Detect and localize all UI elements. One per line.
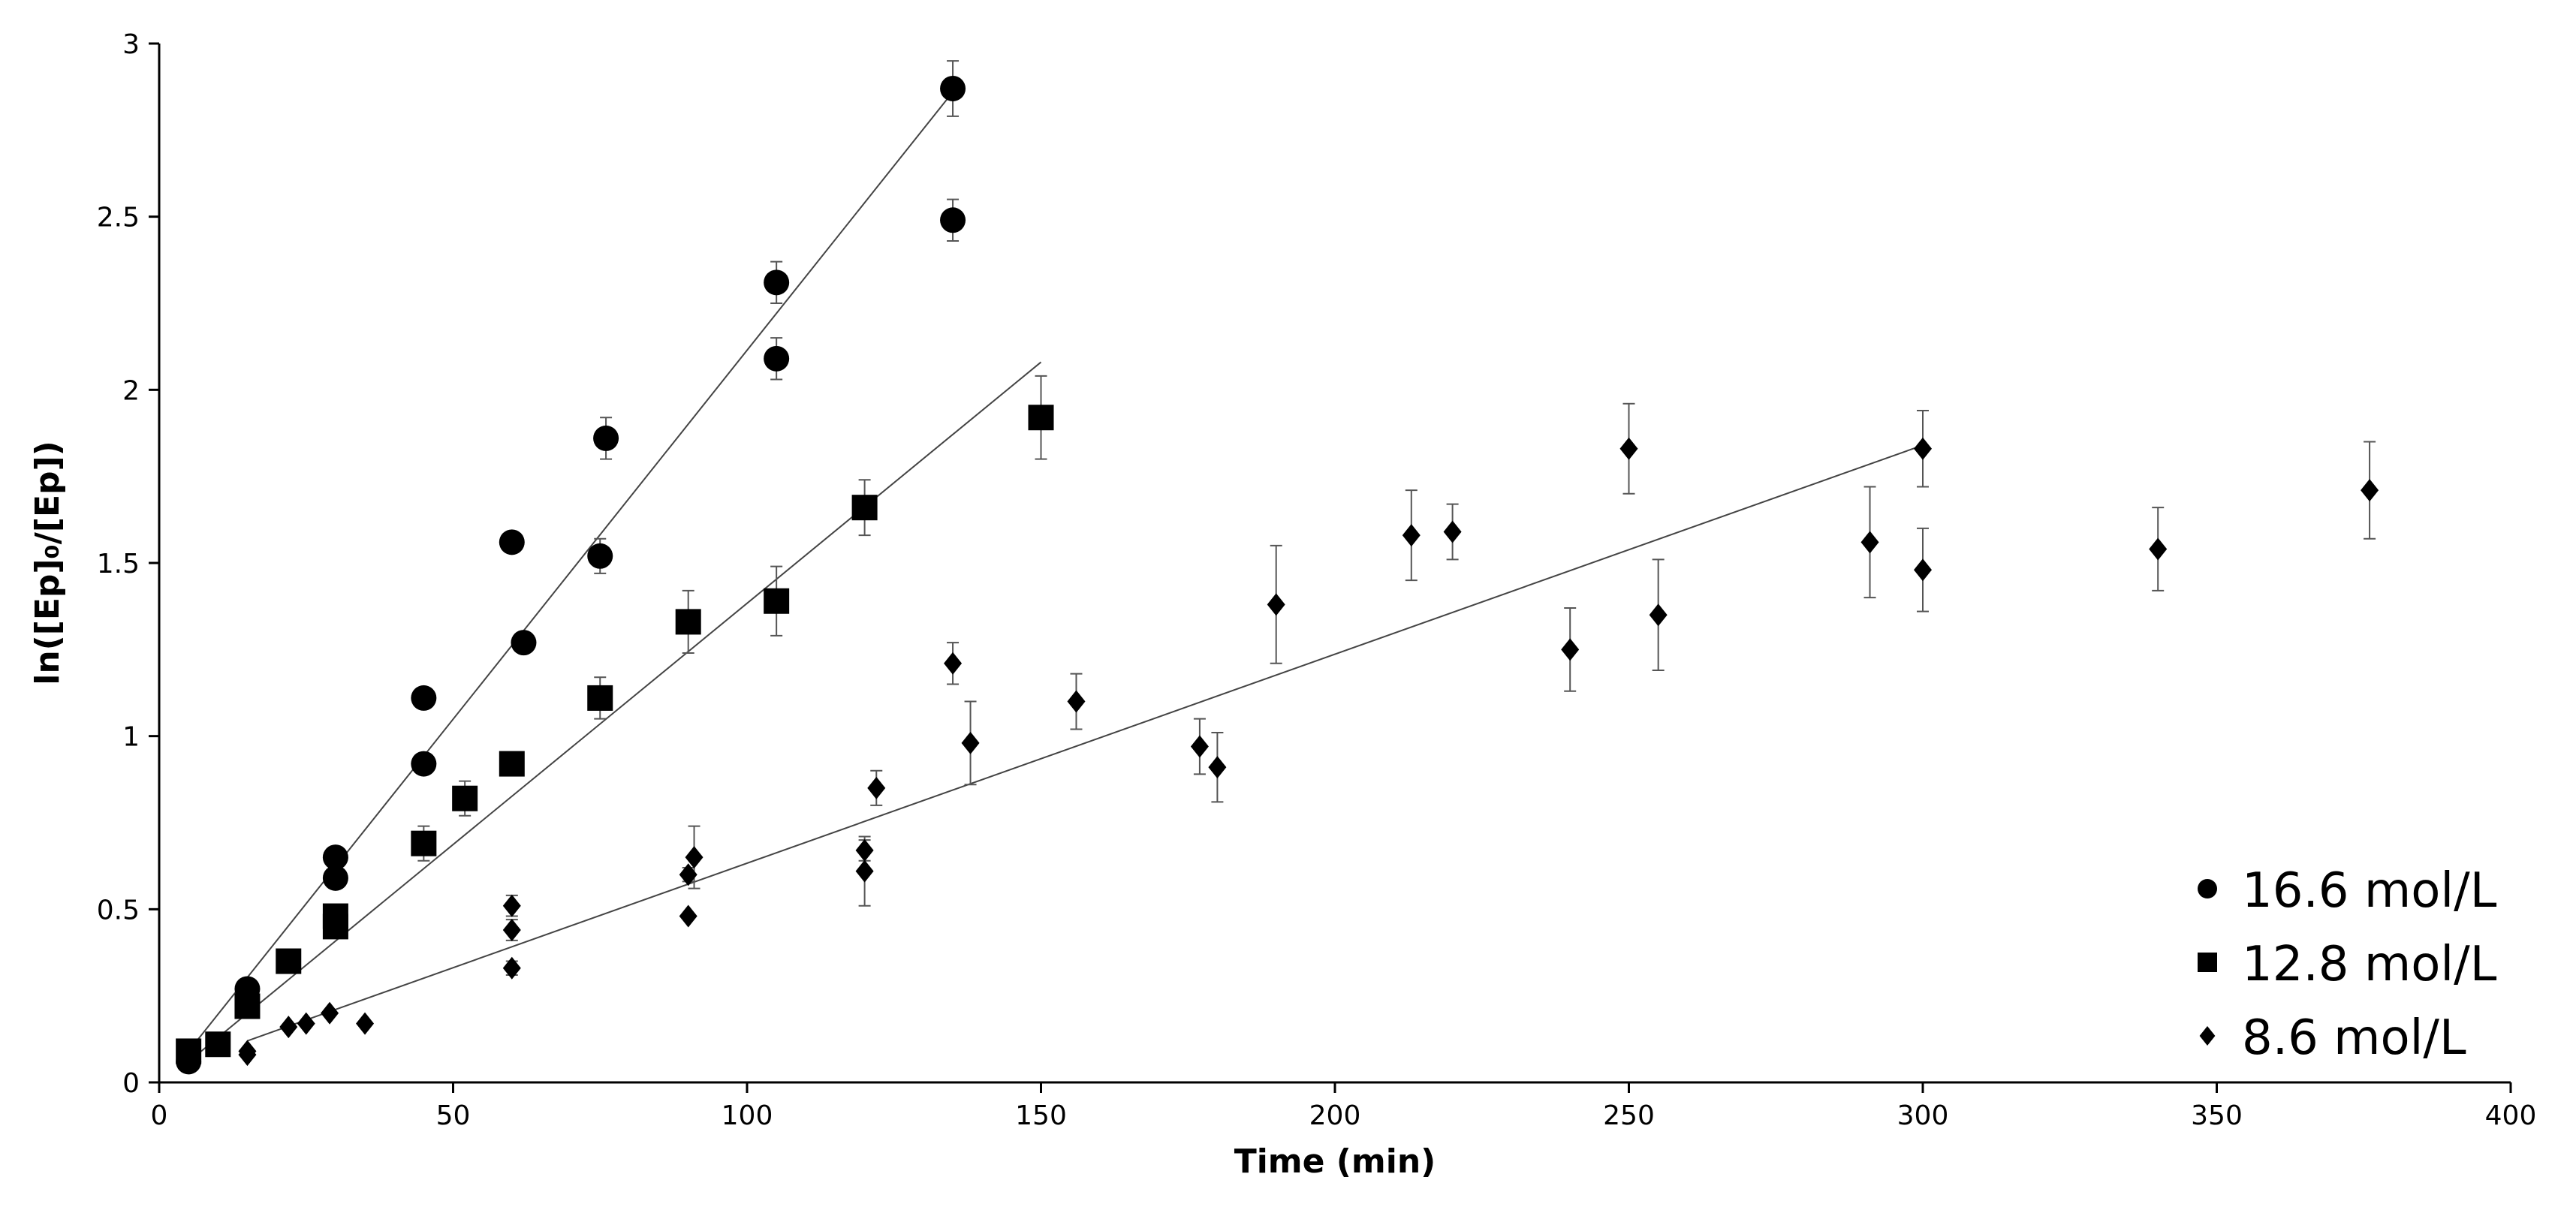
x-tick-label: 350 xyxy=(2191,1100,2243,1131)
x-tick-label: 250 xyxy=(1603,1100,1655,1131)
fit-lines xyxy=(188,91,1924,1063)
legend-marker-series-12-8 xyxy=(2198,953,2217,972)
series-16-6-point xyxy=(764,345,790,372)
x-tick-label: 400 xyxy=(2485,1100,2537,1131)
y-tick-label: 0.5 xyxy=(97,895,140,926)
series-8-6-point xyxy=(1914,558,1932,582)
series-12-8-point xyxy=(276,948,302,974)
series-8-6-point xyxy=(685,846,704,869)
x-tick-label: 100 xyxy=(722,1100,773,1131)
series-8-6-point xyxy=(2149,537,2168,561)
y-axis-title: ln([Ep]₀/[Ep]) xyxy=(29,441,67,685)
series-8-6-point xyxy=(356,1012,375,1035)
legend-label-series-16-6: 16.6 mol/L xyxy=(2242,863,2497,919)
error-bars xyxy=(329,60,2376,976)
series-12-8-point xyxy=(675,609,701,635)
series-8-6-point xyxy=(502,956,521,980)
series-16-6-point xyxy=(940,207,966,233)
series-8-6-point xyxy=(297,1012,315,1035)
legend-label-series-12-8: 12.8 mol/L xyxy=(2242,937,2497,992)
series-8-6-point xyxy=(679,863,697,886)
series-8-6-point xyxy=(1914,437,1932,460)
series-8-6-point xyxy=(855,859,874,883)
series-8-6-point xyxy=(279,1016,298,1039)
series-16-6-fit-line xyxy=(188,91,954,1052)
x-tick-label: 150 xyxy=(1015,1100,1067,1131)
series-12-8-point xyxy=(452,785,478,811)
series-8-6-point xyxy=(2361,479,2379,502)
series-12-8-point xyxy=(234,993,261,1019)
series-12-8-point xyxy=(851,495,878,521)
y-tick-label: 1.5 xyxy=(97,549,140,579)
series-8-6-point xyxy=(1561,638,1580,661)
series-8-6-point xyxy=(855,838,874,862)
x-tick-label: 200 xyxy=(1309,1100,1361,1131)
y-tick-label: 2.5 xyxy=(97,203,140,233)
series-8-6-point xyxy=(502,919,521,942)
x-tick-label: 0 xyxy=(151,1100,168,1131)
series-12-8-fit-line xyxy=(188,361,1042,1063)
series-8-6-point xyxy=(867,776,886,799)
series-12-8-point xyxy=(322,903,348,929)
series-8-6-point xyxy=(1208,756,1227,779)
series-16-6-point xyxy=(940,75,966,101)
legend-marker-series-8-6 xyxy=(2199,1026,2216,1046)
x-tick-label: 50 xyxy=(436,1100,471,1131)
series-12-8-point xyxy=(411,830,437,856)
y-tick-label: 3 xyxy=(122,29,140,60)
series-16-6-point xyxy=(322,865,348,891)
series-16-6-point xyxy=(587,543,613,569)
series-12-8-point xyxy=(176,1038,202,1064)
series-8-6-point xyxy=(1267,593,1285,616)
series-16-6-point xyxy=(411,751,437,777)
series-8-6-point xyxy=(961,731,980,754)
legend: 16.6 mol/L 12.8 mol/L 8.6 mol/L xyxy=(2198,863,2497,1066)
series-12-8-point xyxy=(587,685,613,711)
series-8-6-point xyxy=(1067,690,1086,713)
series-8-6-point xyxy=(321,1001,339,1025)
series-8-6-point xyxy=(679,904,697,928)
tick-marks: 0 50 100 150 200 250 300 350 400 0 0.5 1 1.5 2 2.5 3 xyxy=(97,29,2537,1131)
series-8-6-point xyxy=(1619,437,1638,460)
legend-marker-series-16-6 xyxy=(2198,879,2217,898)
series-8-6-point xyxy=(1402,524,1421,547)
series-8-6-point xyxy=(502,894,521,917)
series-8-6-point xyxy=(1443,520,1462,543)
series-8-6-point xyxy=(1860,531,1879,554)
series-12-8-point xyxy=(764,588,790,614)
series-16-6-point xyxy=(322,844,348,871)
y-tick-label: 1 xyxy=(122,722,140,753)
series-16-6-point xyxy=(764,269,790,296)
series-8-6-point xyxy=(1190,735,1209,758)
series-8-6-point xyxy=(1649,603,1668,627)
series-16-6-point xyxy=(511,630,537,656)
data-points xyxy=(176,75,2379,1075)
x-tick-label: 300 xyxy=(1897,1100,1949,1131)
x-axis-title: Time (min) xyxy=(1234,1142,1436,1181)
series-12-8-point xyxy=(1028,405,1054,431)
y-tick-label: 2 xyxy=(122,375,140,406)
series-8-6-fit-line xyxy=(247,444,1924,1042)
series-8-6-point xyxy=(238,1040,257,1063)
series-8-6-point xyxy=(944,652,963,675)
series-12-8-point xyxy=(205,1031,231,1058)
series-16-6-point xyxy=(499,529,525,555)
series-16-6-point xyxy=(593,425,619,451)
series-12-8-point xyxy=(499,751,525,777)
y-tick-label: 0 xyxy=(122,1068,140,1099)
legend-label-series-8-6: 8.6 mol/L xyxy=(2242,1010,2466,1066)
series-16-6-point xyxy=(411,685,437,711)
